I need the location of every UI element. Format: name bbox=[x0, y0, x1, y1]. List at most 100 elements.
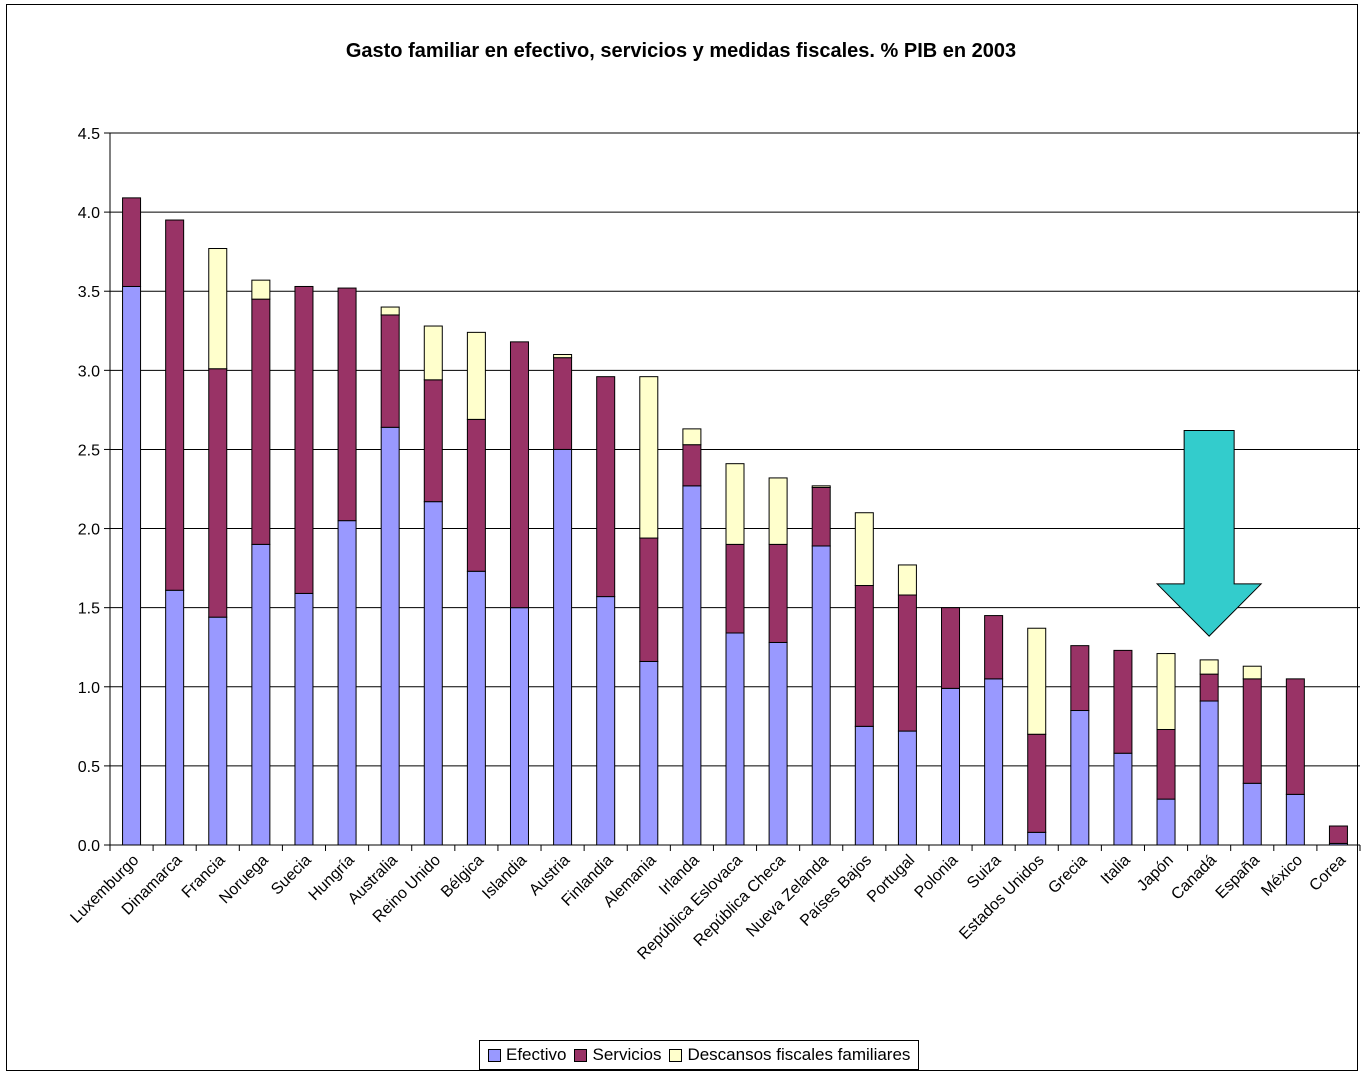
y-tick-label: 4.5 bbox=[78, 126, 100, 143]
bar-efectivo-11 bbox=[596, 596, 616, 846]
bar-efectivo-7 bbox=[423, 501, 443, 846]
bar-descansos-2 bbox=[208, 248, 228, 370]
y-tick-label: 2.0 bbox=[78, 522, 100, 539]
bar-servicios-28 bbox=[1328, 825, 1348, 844]
bar-descansos-7 bbox=[423, 325, 443, 381]
legend-label-descansos: Descansos fiscales familiares bbox=[687, 1045, 911, 1064]
bar-servicios-12 bbox=[639, 537, 659, 662]
bar-efectivo-14 bbox=[725, 632, 745, 846]
bar-servicios-11 bbox=[596, 376, 616, 598]
x-category-labels: LuxemburgoDinamarcaFranciaNoruegaSueciaH… bbox=[67, 852, 1349, 963]
bar-efectivo-18 bbox=[897, 730, 917, 846]
bar-efectivo-10 bbox=[553, 448, 573, 846]
x-category-label: Suiza bbox=[964, 852, 1004, 892]
bar-efectivo-25 bbox=[1199, 700, 1219, 846]
y-tick-label: 1.0 bbox=[78, 680, 100, 697]
bar-servicios-1 bbox=[165, 219, 185, 591]
bar-servicios-27 bbox=[1285, 678, 1305, 795]
x-category-label: Italia bbox=[1098, 852, 1134, 888]
bar-descansos-6 bbox=[380, 306, 400, 316]
bar-efectivo-27 bbox=[1285, 793, 1305, 846]
y-tick-label: 0.5 bbox=[78, 759, 100, 776]
bar-servicios-22 bbox=[1070, 645, 1090, 712]
bar-descansos-8 bbox=[466, 331, 486, 420]
bar-servicios-13 bbox=[682, 444, 702, 487]
bar-efectivo-19 bbox=[941, 687, 961, 846]
bar-servicios-0 bbox=[122, 197, 142, 287]
bar-efectivo-23 bbox=[1113, 752, 1133, 846]
bar-servicios-8 bbox=[466, 418, 486, 572]
bar-servicios-4 bbox=[294, 285, 314, 594]
bar-efectivo-20 bbox=[984, 678, 1004, 846]
bar-descansos-10 bbox=[553, 354, 573, 359]
legend-label-servicios: Servicios bbox=[592, 1045, 662, 1064]
bars bbox=[122, 197, 1348, 846]
y-tick-label: 1.5 bbox=[78, 601, 100, 618]
bar-efectivo-8 bbox=[466, 570, 486, 846]
y-tick-label: 2.5 bbox=[78, 442, 100, 459]
bar-efectivo-4 bbox=[294, 592, 314, 846]
bar-efectivo-6 bbox=[380, 426, 400, 846]
bar-efectivo-17 bbox=[854, 725, 874, 846]
bar-servicios-6 bbox=[380, 314, 400, 428]
bar-efectivo-26 bbox=[1242, 782, 1262, 846]
bar-efectivo-21 bbox=[1027, 831, 1047, 846]
bar-efectivo-24 bbox=[1156, 798, 1176, 846]
x-category-label: México bbox=[1258, 852, 1306, 900]
x-category-label: Bélgica bbox=[438, 852, 487, 901]
bar-servicios-19 bbox=[941, 607, 961, 689]
bar-descansos-14 bbox=[725, 463, 745, 545]
x-category-label: Polonia bbox=[912, 852, 962, 902]
axes bbox=[109, 133, 1361, 851]
x-category-label: Canadá bbox=[1168, 852, 1220, 904]
bar-servicios-21 bbox=[1027, 733, 1047, 833]
bar-servicios-20 bbox=[984, 615, 1004, 680]
bar-servicios-24 bbox=[1156, 728, 1176, 800]
stacked-bar-chart: 0.0 0.5 1.0 1.5 2.0 2.5 3.0 3.5 4.0 4.5 Luxemburg… bbox=[67, 126, 1361, 963]
bar-servicios-15 bbox=[768, 543, 788, 643]
bar-servicios-14 bbox=[725, 543, 745, 634]
y-tick-label: 3.5 bbox=[78, 284, 100, 301]
legend-item-efectivo: Efectivo bbox=[488, 1045, 566, 1065]
x-category-label: España bbox=[1213, 852, 1263, 902]
bar-efectivo-1 bbox=[165, 589, 185, 846]
bar-servicios-23 bbox=[1113, 649, 1133, 754]
bar-efectivo-0 bbox=[122, 285, 142, 846]
bar-descansos-21 bbox=[1027, 627, 1047, 735]
bar-descansos-12 bbox=[639, 376, 659, 539]
bar-servicios-3 bbox=[251, 298, 271, 545]
bar-servicios-26 bbox=[1242, 678, 1262, 784]
bar-servicios-9 bbox=[509, 341, 529, 609]
bar-efectivo-12 bbox=[639, 660, 659, 846]
y-tick-label: 4.0 bbox=[78, 205, 100, 222]
bar-descansos-24 bbox=[1156, 653, 1176, 730]
y-tick-labels: 0.0 0.5 1.0 1.5 2.0 2.5 3.0 3.5 4.0 4.5 bbox=[78, 126, 100, 855]
bar-descansos-15 bbox=[768, 477, 788, 545]
bar-descansos-18 bbox=[897, 564, 917, 596]
bar-servicios-16 bbox=[811, 486, 831, 547]
x-category-label: Corea bbox=[1306, 852, 1349, 895]
bar-efectivo-15 bbox=[768, 641, 788, 846]
bar-servicios-10 bbox=[553, 357, 573, 450]
bar-descansos-13 bbox=[682, 428, 702, 446]
bar-efectivo-9 bbox=[509, 607, 529, 846]
bar-servicios-7 bbox=[423, 379, 443, 503]
y-tick-label: 3.0 bbox=[78, 363, 100, 380]
bar-descansos-16 bbox=[811, 485, 831, 488]
annotation bbox=[1155, 429, 1263, 637]
down-arrow-icon bbox=[1155, 429, 1263, 637]
bar-servicios-25 bbox=[1199, 673, 1219, 702]
legend-item-descansos: Descansos fiscales familiares bbox=[669, 1045, 910, 1065]
bar-descansos-26 bbox=[1242, 665, 1262, 680]
x-category-label: Grecia bbox=[1045, 852, 1090, 897]
bar-efectivo-2 bbox=[208, 616, 228, 846]
bar-servicios-18 bbox=[897, 594, 917, 732]
bar-efectivo-16 bbox=[811, 545, 831, 846]
x-category-label: Islandia bbox=[479, 852, 530, 903]
bar-efectivo-3 bbox=[251, 543, 271, 846]
bar-servicios-2 bbox=[208, 368, 228, 618]
bar-descansos-3 bbox=[251, 279, 271, 300]
chart-title: Gasto familiar en efectivo, servicios y … bbox=[345, 40, 1017, 62]
bar-efectivo-13 bbox=[682, 485, 702, 846]
y-tick-label: 0.0 bbox=[78, 838, 100, 855]
